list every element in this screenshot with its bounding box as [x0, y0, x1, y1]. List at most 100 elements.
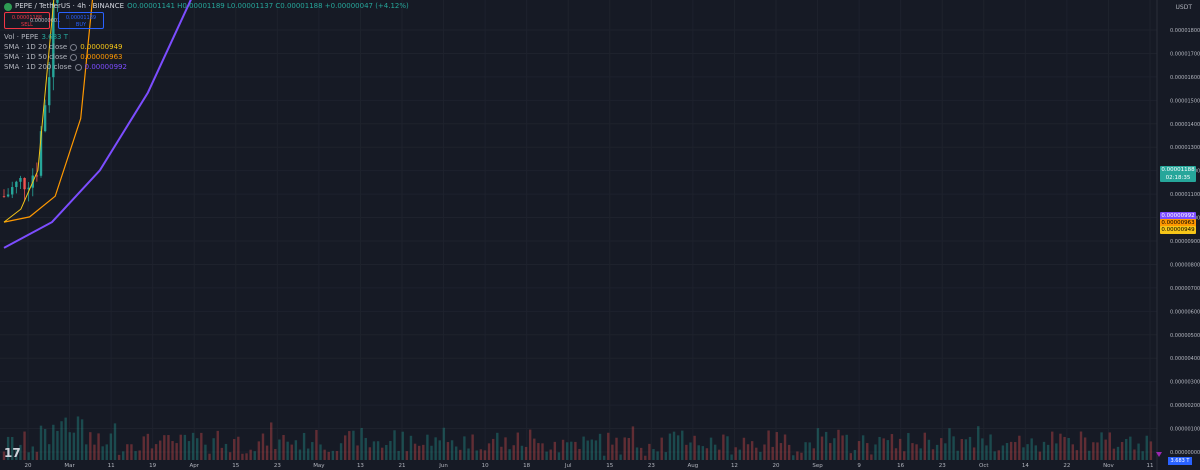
volume-bar [623, 437, 626, 460]
indicator-value: 0.00000949 [80, 43, 123, 51]
volume-bar [224, 443, 228, 460]
volume-bar [39, 425, 43, 460]
volume-bar [894, 448, 898, 460]
price-axis[interactable]: 0.00001800 0.00001700 0.00001600 0.00001500… [1156, 0, 1200, 470]
x-tick-label: 16 [897, 463, 904, 469]
x-tick-label: 10 [482, 463, 489, 469]
volume-bar [282, 435, 285, 460]
price-tag: 0.00000963 [1160, 219, 1196, 227]
x-tick-label: Mar [64, 463, 75, 469]
volume-bar [878, 436, 881, 460]
indicator-sma50[interactable]: SMA · 1D 50 close 0.00000963 [4, 53, 123, 62]
volume-bar [265, 445, 269, 460]
volume-bar [294, 440, 298, 460]
volume-bar [964, 439, 968, 460]
volume-bar [360, 427, 363, 460]
volume-bar [800, 452, 803, 460]
volume-bar [1149, 441, 1153, 460]
settings-icon[interactable] [70, 44, 78, 51]
volume-bar [746, 444, 750, 460]
indicator-sma200[interactable]: SMA · 1D 200 close 0.00000992 [4, 63, 127, 72]
tradingview-logo[interactable]: 17 [4, 446, 21, 460]
volume-bar [796, 451, 799, 460]
sell-button[interactable]: 0.00001188 SELL [4, 12, 50, 29]
price-tag-value: 0.00001188 [1161, 167, 1195, 173]
volume-bar [200, 432, 203, 460]
x-tick-label: 20 [773, 463, 780, 469]
volume-bar [1075, 450, 1079, 460]
volume-bar [977, 426, 980, 460]
volume-bar [574, 441, 577, 460]
volume-bar [1137, 443, 1140, 460]
volume-bar [952, 436, 955, 460]
volume-bar [311, 442, 314, 460]
volume-bar [664, 452, 668, 460]
volume-bar [72, 432, 76, 460]
time-axis[interactable]: 20 Mar 11 19 Apr 15 23 May 13 21 Jun 10 18 Jul 15 23 Aug… [25, 463, 1154, 469]
volume-bar [972, 447, 976, 460]
volume-bar [216, 430, 219, 460]
volume-bar [1042, 441, 1046, 460]
volume-bar [771, 446, 774, 460]
candle-body [43, 105, 47, 132]
volume-tag: 3.683 T [1168, 457, 1192, 465]
x-tick-label: 23 [648, 463, 655, 469]
volume-bar [335, 450, 339, 460]
volume-bar [672, 431, 676, 460]
volume-bar [956, 450, 959, 460]
symbol-row[interactable]: PEPE / TetherUS · 4h · BINANCE O0.000011… [4, 2, 409, 11]
volume-bar [401, 431, 404, 460]
y-tick-label: 0.00001600 [1170, 75, 1200, 81]
sma50-line [3, 0, 94, 223]
volume-bar [767, 430, 770, 460]
volume-bar [450, 440, 454, 460]
volume-bar [968, 436, 972, 460]
volume-bar [302, 432, 306, 460]
x-tick-label: 11 [108, 463, 115, 469]
symbol-title[interactable]: PEPE / TetherUS · 4h · BINANCE [15, 2, 125, 10]
volume-bar [520, 445, 524, 460]
volume-bar [43, 428, 47, 460]
volume-bar [1059, 433, 1062, 460]
candle-body [35, 175, 39, 177]
volume-bar [454, 446, 458, 460]
volume-bar [442, 427, 446, 460]
volume-bar [323, 449, 326, 460]
volume-bar [820, 436, 824, 460]
pepe-icon [4, 2, 12, 11]
volume-bar [1083, 437, 1087, 460]
x-tick-label: 15 [606, 463, 613, 469]
volume-bar [512, 445, 515, 460]
indicator-sma20[interactable]: SMA · 1D 20 close 0.00000949 [4, 43, 123, 52]
y-tick-label: 0.00000500 [1170, 333, 1200, 339]
y-tick-label: 0.00000900 [1170, 239, 1200, 245]
volume-bar [352, 430, 355, 460]
buy-button[interactable]: 0.00001189 BUY [58, 12, 104, 29]
volume-bar [541, 443, 544, 460]
candles [2, 0, 59, 202]
x-tick-label: 12 [731, 463, 738, 469]
sell-price: 0.00001188 [11, 15, 43, 21]
alert-marker-icon [1156, 452, 1162, 457]
indicator-volume[interactable]: Vol · PEPE 3.683 T [4, 33, 68, 42]
settings-icon[interactable] [70, 54, 78, 61]
volume-bar [380, 447, 384, 460]
y-tick-label: 0.00000100 [1170, 427, 1200, 433]
indicator-value: 3.683 T [41, 33, 68, 41]
volume-bar [676, 435, 680, 460]
buy-price: 0.00001189 [65, 15, 97, 21]
volume-bar [693, 435, 696, 460]
volume-bar [1120, 442, 1124, 460]
volume-bar [635, 447, 639, 460]
volume-bar [997, 450, 1000, 460]
volume-bar [1001, 445, 1005, 460]
settings-icon[interactable] [74, 64, 82, 71]
currency-unit[interactable]: USDT [1175, 4, 1193, 11]
volume-bar [611, 444, 614, 460]
volume-bar [52, 424, 55, 460]
y-tick-label: 0.00000000 [1170, 450, 1200, 456]
volume-bar [413, 443, 417, 460]
volume-bar [159, 440, 162, 460]
volume-bar [812, 448, 816, 460]
